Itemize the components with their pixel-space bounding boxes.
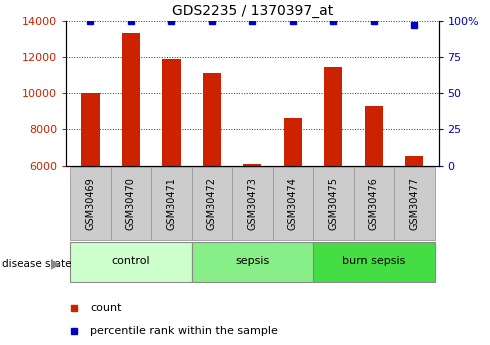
Text: disease state: disease state bbox=[2, 259, 72, 269]
Bar bbox=[81, 93, 99, 166]
Text: GSM30471: GSM30471 bbox=[167, 177, 176, 230]
Bar bbox=[365, 106, 383, 166]
FancyBboxPatch shape bbox=[354, 168, 394, 239]
FancyBboxPatch shape bbox=[70, 242, 192, 282]
Bar bbox=[243, 164, 262, 166]
Text: GSM30475: GSM30475 bbox=[328, 177, 338, 230]
Text: control: control bbox=[112, 256, 150, 266]
FancyBboxPatch shape bbox=[313, 168, 354, 239]
FancyBboxPatch shape bbox=[192, 242, 313, 282]
Text: GSM30472: GSM30472 bbox=[207, 177, 217, 230]
Bar bbox=[324, 67, 343, 166]
Title: GDS2235 / 1370397_at: GDS2235 / 1370397_at bbox=[172, 4, 333, 18]
Bar bbox=[203, 73, 221, 166]
Text: count: count bbox=[90, 303, 122, 313]
FancyBboxPatch shape bbox=[151, 168, 192, 239]
Text: GSM30469: GSM30469 bbox=[85, 177, 96, 230]
Text: GSM30470: GSM30470 bbox=[126, 177, 136, 230]
Text: burn sepsis: burn sepsis bbox=[342, 256, 405, 266]
FancyBboxPatch shape bbox=[192, 168, 232, 239]
Text: GSM30477: GSM30477 bbox=[409, 177, 419, 230]
Text: GSM30474: GSM30474 bbox=[288, 177, 298, 230]
Text: GSM30476: GSM30476 bbox=[369, 177, 379, 230]
Text: GSM30473: GSM30473 bbox=[247, 177, 257, 230]
FancyBboxPatch shape bbox=[111, 168, 151, 239]
FancyBboxPatch shape bbox=[272, 168, 313, 239]
Bar bbox=[122, 33, 140, 166]
Bar bbox=[405, 156, 423, 166]
Bar bbox=[284, 118, 302, 166]
Text: ▶: ▶ bbox=[51, 257, 61, 270]
Bar bbox=[162, 59, 180, 166]
FancyBboxPatch shape bbox=[70, 168, 111, 239]
Text: sepsis: sepsis bbox=[235, 256, 270, 266]
FancyBboxPatch shape bbox=[394, 168, 435, 239]
Text: percentile rank within the sample: percentile rank within the sample bbox=[90, 326, 278, 336]
FancyBboxPatch shape bbox=[313, 242, 435, 282]
FancyBboxPatch shape bbox=[232, 168, 272, 239]
